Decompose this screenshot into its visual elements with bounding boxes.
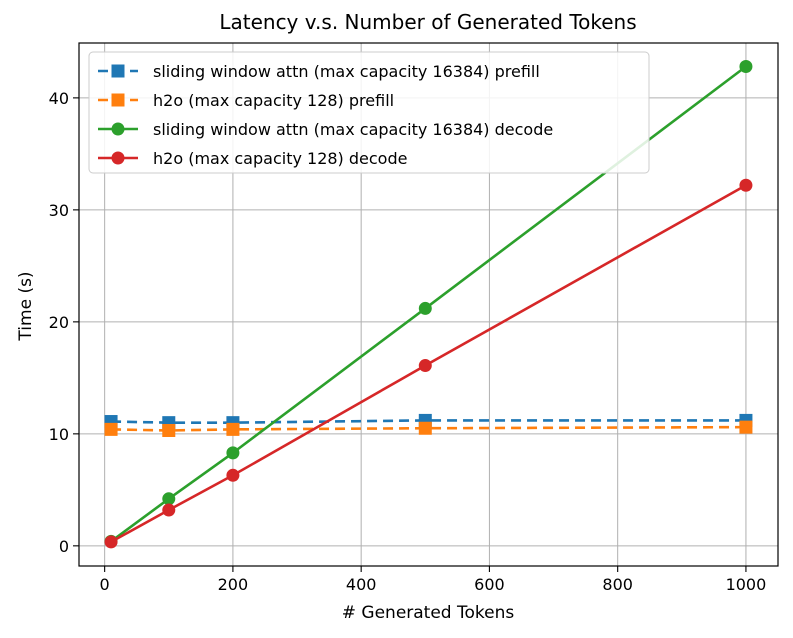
plot-frame xyxy=(78,42,779,567)
data-point xyxy=(162,503,176,517)
legend-marker xyxy=(111,122,125,136)
data-point xyxy=(226,468,240,482)
legend-marker xyxy=(111,64,125,78)
data-point xyxy=(739,178,753,192)
series-1 xyxy=(104,420,753,437)
x-tick-label: 400 xyxy=(346,575,377,594)
data-point xyxy=(418,421,432,435)
series-layer xyxy=(104,60,753,549)
series-3 xyxy=(104,178,753,549)
data-point xyxy=(104,535,118,549)
y-tick-label: 0 xyxy=(59,537,69,556)
legend-entries: sliding window attn (max capacity 16384)… xyxy=(98,62,553,168)
legend: sliding window attn (max capacity 16384)… xyxy=(88,51,650,174)
legend-marker xyxy=(111,151,125,165)
legend-entry: sliding window attn (max capacity 16384)… xyxy=(98,120,553,139)
data-point xyxy=(226,422,240,436)
data-point xyxy=(104,422,118,436)
x-tick-label: 1000 xyxy=(726,575,767,594)
legend-entry: sliding window attn (max capacity 16384)… xyxy=(98,62,540,81)
data-point xyxy=(739,420,753,434)
y-tick-label: 10 xyxy=(49,425,69,444)
data-point xyxy=(162,492,176,506)
data-point xyxy=(226,446,240,460)
legend-entry: h2o (max capacity 128) prefill xyxy=(98,91,394,110)
legend-label: h2o (max capacity 128) prefill xyxy=(153,91,394,110)
legend-entry: h2o (max capacity 128) decode xyxy=(98,149,407,168)
data-point xyxy=(418,301,432,315)
x-axis-label: # Generated Tokens xyxy=(342,603,515,623)
legend-label: h2o (max capacity 128) decode xyxy=(153,149,407,168)
data-point xyxy=(162,423,176,437)
x-tick-label: 600 xyxy=(474,575,505,594)
legend-label: sliding window attn (max capacity 16384)… xyxy=(153,62,540,81)
data-point xyxy=(739,60,753,74)
ticks: 0 200 400 600 800 1000 0 10 20 30 40 xyxy=(49,89,767,594)
y-tick-label: 20 xyxy=(49,313,69,332)
y-tick-label: 40 xyxy=(49,89,69,108)
legend-marker xyxy=(111,93,125,107)
data-point xyxy=(418,359,432,373)
chart-title: Latency v.s. Number of Generated Tokens xyxy=(219,10,636,34)
legend-box xyxy=(88,51,650,174)
x-tick-label: 200 xyxy=(218,575,249,594)
x-tick-label: 800 xyxy=(602,575,633,594)
legend-label: sliding window attn (max capacity 16384)… xyxy=(153,120,553,139)
y-axis-label: Time (s) xyxy=(16,271,36,341)
y-tick-label: 30 xyxy=(49,201,69,220)
x-tick-label: 0 xyxy=(100,575,110,594)
